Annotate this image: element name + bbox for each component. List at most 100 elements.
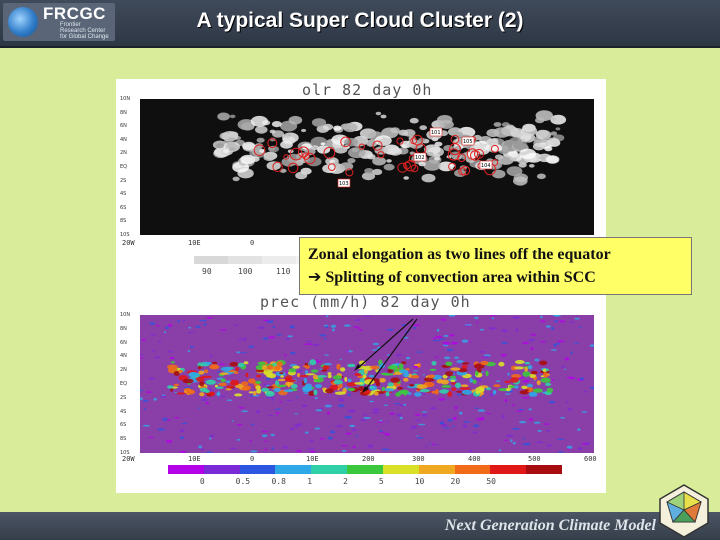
prec-colorbar-swatch: [203, 465, 240, 474]
y-tick-label: EQ: [120, 164, 128, 170]
precip-speck: [157, 340, 162, 343]
precip-speck: [248, 345, 255, 348]
precip-speck: [436, 328, 440, 332]
cloud-contour: [448, 162, 457, 171]
precip-cell: [413, 364, 420, 366]
precip-cell: [527, 383, 533, 388]
precip-speck: [249, 439, 252, 442]
precip-cell: [524, 361, 531, 365]
cloud-blob: [520, 125, 538, 136]
x-tick-label: 20W: [122, 455, 135, 463]
precip-speck: [521, 397, 530, 399]
precip-speck: [415, 413, 421, 416]
precip-cell: [441, 384, 452, 388]
cloud-contour: [404, 159, 416, 172]
precip-cell: [461, 364, 468, 369]
precip-speck: [359, 329, 363, 331]
precip-cell: [327, 374, 332, 379]
y-tick-label: 10N: [120, 96, 131, 102]
cluster-label: 104: [481, 163, 491, 169]
cloud-blob: [320, 142, 326, 146]
cloud-blob: [232, 176, 240, 182]
cloud-blob: [544, 146, 553, 152]
precip-speck: [580, 377, 584, 381]
precip-cell: [308, 391, 315, 396]
precip-speck: [335, 425, 344, 428]
precip-speck: [550, 326, 555, 330]
precip-cell: [203, 362, 212, 365]
precip-speck: [266, 320, 274, 323]
precip-cell: [256, 374, 261, 378]
precip-cell: [167, 385, 174, 389]
precip-cell: [241, 381, 249, 386]
cloud-contour: [253, 144, 266, 157]
precip-speck: [324, 354, 329, 356]
precip-speck: [364, 315, 371, 317]
prec-colorbar-label: 10: [414, 477, 425, 486]
footer-bar: Next Generation Climate Model: [0, 512, 720, 540]
precip-speck: [501, 414, 505, 418]
precip-cell: [297, 373, 301, 378]
precip-speck: [156, 324, 160, 327]
precip-speck: [206, 316, 212, 319]
precip-cell: [498, 361, 505, 367]
precip-cell: [524, 389, 529, 392]
precip-speck: [355, 435, 359, 437]
precip-speck: [265, 377, 271, 381]
precip-speck: [157, 428, 165, 431]
olr-map: 101 102 103 104 105: [140, 99, 594, 235]
cloud-contour: [490, 144, 499, 153]
precip-speck: [384, 432, 390, 436]
precip-cell: [442, 374, 448, 379]
precip-cell: [370, 365, 380, 370]
cloud-blob: [383, 163, 395, 171]
precip-cell: [290, 383, 298, 389]
olr-colorbar-label: 110: [276, 267, 291, 276]
precip-speck: [438, 397, 445, 401]
precip-cell: [510, 365, 518, 371]
precip-speck: [231, 420, 234, 422]
cloud-blob: [223, 149, 230, 154]
precip-speck: [537, 429, 542, 432]
precip-speck: [589, 344, 596, 347]
precip-speck: [268, 414, 274, 417]
precip-cell: [267, 364, 274, 370]
cloud-blob: [388, 147, 402, 156]
precip-speck: [200, 448, 205, 451]
precip-cell: [474, 363, 485, 369]
precip-cell: [528, 391, 538, 397]
precip-speck: [444, 356, 451, 360]
cloud-contour: [458, 167, 467, 176]
precip-cell: [429, 368, 437, 372]
precip-cell: [374, 391, 379, 396]
precip-speck: [512, 427, 520, 430]
precip-speck: [432, 443, 435, 446]
precip-cell: [522, 371, 531, 377]
precip-speck: [500, 341, 509, 344]
precip-cell: [409, 384, 415, 387]
precip-speck: [545, 325, 551, 328]
precip-cell: [524, 366, 528, 372]
cloud-blob: [295, 171, 308, 180]
cloud-blob: [364, 168, 374, 174]
precip-cell: [276, 361, 283, 367]
precip-cell: [265, 390, 275, 397]
cloud-contour: [289, 147, 303, 161]
y-tick-label: EQ: [120, 381, 128, 387]
header-bar: FRCGC Frontier Research Center for Globa…: [0, 0, 720, 48]
precip-speck: [505, 434, 514, 437]
precip-speck: [197, 407, 201, 409]
cloud-contour: [323, 146, 336, 159]
prec-colorbar-swatch: [490, 465, 527, 474]
precip-cell: [540, 375, 545, 378]
cloud-blob: [311, 145, 319, 151]
prec-colorbar-swatch: [239, 465, 276, 474]
precip-speck: [296, 369, 303, 373]
precip-speck: [476, 321, 479, 324]
precip-cell: [263, 369, 268, 375]
precip-speck: [510, 439, 513, 443]
cloud-blob: [284, 135, 290, 139]
precip-speck: [372, 342, 379, 346]
cloud-blob: [529, 164, 535, 168]
precip-cell: [419, 389, 431, 393]
